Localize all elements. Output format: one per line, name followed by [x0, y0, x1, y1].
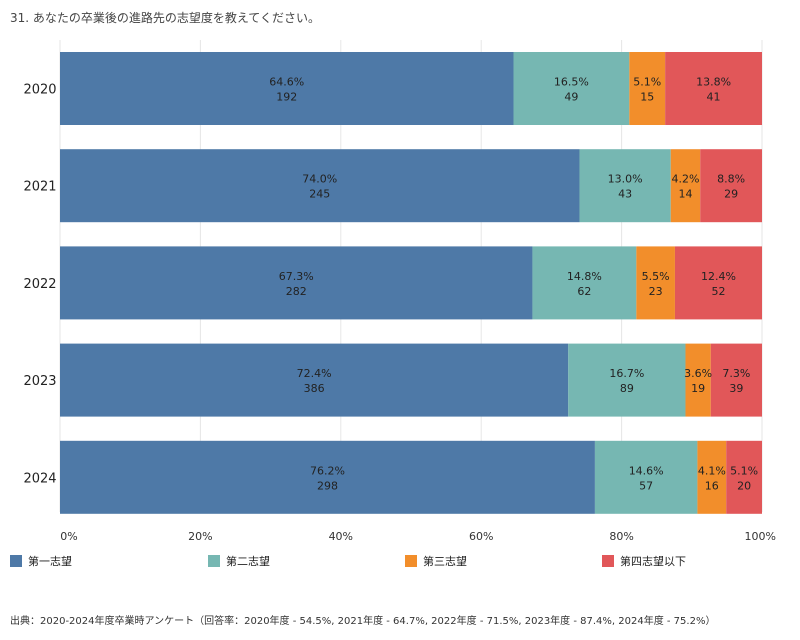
bar-count-label: 62 [577, 285, 591, 298]
y-category-label: 2020 [23, 83, 56, 98]
bar-count-label: 14 [678, 188, 692, 201]
bar-percent-label: 3.6% [684, 367, 712, 380]
bar-count-label: 49 [564, 91, 578, 104]
bar-percent-label: 14.8% [567, 270, 602, 283]
bar-segment [670, 149, 701, 223]
legend-item: 第三志望 [405, 554, 467, 568]
bar-count-label: 19 [691, 382, 705, 395]
bar-segment [568, 343, 686, 417]
bar-count-label: 89 [620, 382, 634, 395]
bar-segment [674, 246, 762, 320]
bar-segment [636, 246, 675, 320]
bar-count-label: 298 [317, 479, 338, 492]
bar-percent-label: 12.4% [701, 270, 736, 283]
bar-labels: 64.6% 192 16.5% 49 5.1% 15 13.8% 41 74.0% 245 13.0… [269, 76, 758, 493]
x-tick-label: 100% [745, 530, 776, 540]
x-tick-label: 20% [188, 530, 212, 540]
legend-label: 第二志望 [226, 555, 270, 568]
bar-percent-label: 16.5% [554, 76, 589, 89]
bar-percent-label: 4.2% [672, 173, 700, 186]
bar-percent-label: 5.1% [633, 76, 661, 89]
bar-percent-label: 67.3% [279, 270, 314, 283]
legend-label: 第四志望以下 [620, 555, 686, 568]
bar-segment [685, 343, 711, 417]
bar-percent-label: 64.6% [269, 76, 304, 89]
bar-count-label: 43 [618, 188, 632, 201]
y-category-label: 2023 [23, 374, 56, 389]
legend-item: 第一志望 [10, 554, 72, 568]
legend-item: 第四志望以下 [602, 554, 686, 568]
bar-percent-label: 8.8% [717, 173, 745, 186]
bar-segment [726, 440, 762, 514]
y-category-label: 2024 [23, 471, 56, 486]
bar-count-label: 386 [304, 382, 325, 395]
bar-percent-label: 5.5% [642, 270, 670, 283]
bar-percent-label: 74.0% [302, 173, 337, 186]
bar-segment [60, 52, 514, 125]
chart-title: 31. あなたの卒業後の進路先の志望度を教えてください。 [10, 11, 320, 25]
legend-label: 第三志望 [423, 555, 467, 568]
bar-count-label: 16 [705, 479, 719, 492]
legend-swatch [10, 555, 22, 567]
y-category-label: 2021 [23, 180, 56, 195]
bar-percent-label: 16.7% [609, 367, 644, 380]
bar-count-label: 15 [640, 91, 654, 104]
bar-count-label: 29 [724, 188, 738, 201]
bar-segment [697, 440, 727, 514]
bar-segment [60, 246, 533, 320]
bar-percent-label: 13.8% [696, 76, 731, 89]
bar-percent-label: 72.4% [297, 367, 332, 380]
bar-percent-label: 7.3% [722, 367, 750, 380]
bar-count-label: 245 [309, 188, 330, 201]
bar-segment [594, 440, 698, 514]
legend-swatch [208, 555, 220, 567]
bar-percent-label: 14.6% [629, 464, 664, 477]
bar-segment [700, 149, 762, 223]
bar-percent-label: 4.1% [698, 464, 726, 477]
bar-segment [665, 52, 762, 125]
bars [60, 52, 762, 514]
x-tick-label: 80% [609, 530, 633, 540]
bar-count-label: 39 [729, 382, 743, 395]
bar-segment [532, 246, 637, 320]
x-tick-label: 60% [469, 530, 493, 540]
legend-swatch [602, 555, 614, 567]
chart-source: 出典：2020-2024年度卒業時アンケート（回答率：2020年度 - 54.5… [10, 616, 716, 627]
y-category-label: 2022 [23, 277, 56, 292]
x-tick-label: 40% [329, 530, 353, 540]
bar-percent-label: 13.0% [608, 173, 643, 186]
bar-count-label: 23 [649, 285, 663, 298]
bar-count-label: 41 [707, 91, 721, 104]
bar-count-label: 20 [737, 479, 751, 492]
legend-swatch [405, 555, 417, 567]
stacked-bar-chart: 64.6% 192 16.5% 49 5.1% 15 13.8% 41 74.0% 245 13.0… [23, 40, 776, 541]
bar-count-label: 192 [276, 91, 297, 104]
bar-segment [513, 52, 630, 125]
legend-label: 第一志望 [28, 555, 72, 568]
bar-segment [60, 343, 569, 417]
bar-count-label: 282 [286, 285, 307, 298]
bar-segment [60, 149, 580, 223]
legend-item: 第二志望 [208, 554, 270, 568]
bar-count-label: 52 [711, 285, 725, 298]
bar-segment [579, 149, 671, 223]
bar-percent-label: 5.1% [730, 464, 758, 477]
bar-segment [629, 52, 666, 125]
bar-count-label: 57 [639, 479, 653, 492]
bar-segment [60, 440, 595, 514]
x-tick-label: 0% [60, 530, 77, 540]
bar-percent-label: 76.2% [310, 464, 345, 477]
bar-segment [710, 343, 762, 417]
